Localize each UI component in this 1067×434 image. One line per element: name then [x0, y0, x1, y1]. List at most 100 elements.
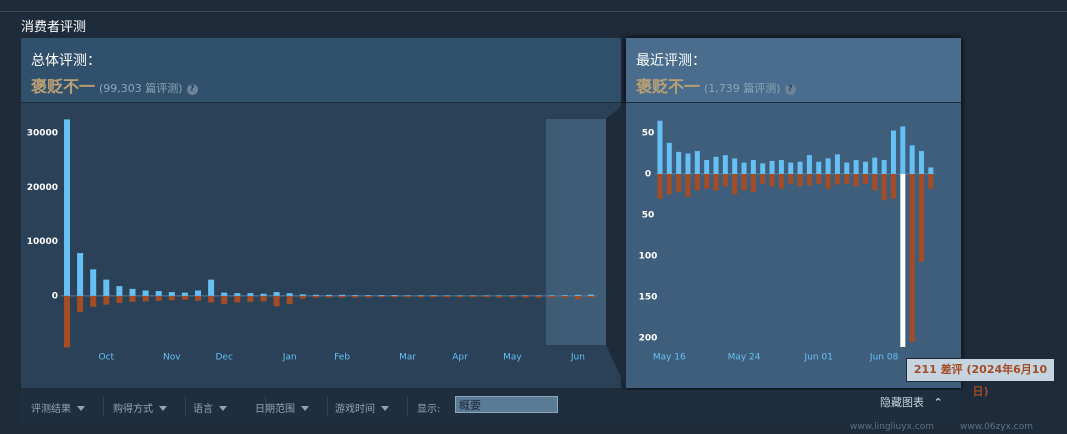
- bar: [234, 295, 241, 303]
- bar: [443, 295, 450, 298]
- bar: [588, 295, 594, 298]
- help-icon[interactable]: ?: [784, 84, 796, 95]
- bar: [522, 295, 529, 296]
- bar: [260, 295, 267, 302]
- bar: [470, 295, 477, 296]
- bar: [548, 295, 555, 298]
- bar: [181, 295, 188, 300]
- bar: [574, 295, 581, 300]
- bar: [741, 174, 747, 191]
- overall-rating: 褒贬不一: [31, 77, 96, 96]
- x-tick-label: May 16: [653, 353, 686, 363]
- filter-dropdown[interactable]: 购得方式: [113, 400, 167, 415]
- bar: [155, 291, 162, 296]
- bar: [806, 155, 812, 175]
- bar: [918, 151, 924, 175]
- filter-dropdown[interactable]: 游戏时间: [335, 400, 389, 415]
- bar: [457, 295, 463, 298]
- bar: [443, 295, 450, 296]
- x-tick-label: Apr: [452, 353, 468, 363]
- recent-rating: 褒贬不一: [636, 77, 701, 96]
- bar: [909, 174, 915, 343]
- bar: [496, 295, 503, 296]
- bar: [195, 295, 201, 301]
- bar: [853, 174, 859, 187]
- bar: [155, 295, 162, 301]
- bar: [430, 295, 437, 296]
- bar: [404, 295, 411, 296]
- bar: [574, 294, 581, 296]
- x-tick-label: Mar: [399, 353, 416, 363]
- bar: [273, 295, 280, 307]
- bar: [676, 151, 682, 175]
- bar: [561, 295, 568, 298]
- separator: [327, 396, 328, 416]
- bar: [806, 174, 812, 186]
- tooltip: 211 差评 (2024年6月10日): [906, 358, 1055, 398]
- bar: [103, 279, 110, 296]
- bar: [142, 295, 149, 302]
- bar: [788, 174, 794, 184]
- bar: [666, 142, 672, 175]
- overall-label: 总体评测：: [31, 53, 101, 69]
- filter-label: 评测结果: [31, 404, 71, 415]
- overall-header: 总体评测： 褒贬不一 (99,303 篇评测)?: [21, 38, 621, 103]
- bar: [676, 174, 682, 193]
- bar: [778, 160, 784, 175]
- bar: [825, 174, 831, 189]
- bar: [365, 295, 372, 296]
- x-tick-label: Oct: [99, 353, 115, 363]
- x-tick-label: Dec: [215, 353, 232, 363]
- bar: [657, 174, 663, 199]
- bar: [548, 295, 555, 296]
- charts: 0 10000 20000 30000 Oct Nov Dec Jan Feb Mar Apr May…: [26, 119, 936, 363]
- x-tick-label: Jun: [570, 353, 585, 363]
- bar: [509, 295, 516, 296]
- bar: [129, 288, 136, 296]
- bar: [234, 293, 241, 296]
- bar: [825, 158, 831, 175]
- bar: [378, 295, 385, 296]
- filter-label: 日期范围: [255, 404, 295, 415]
- overall-panel: 总体评测： 褒贬不一 (99,303 篇评测)?: [21, 38, 621, 388]
- separator: [103, 396, 104, 416]
- bar: [312, 294, 319, 296]
- bar: [326, 295, 332, 298]
- bar: [890, 174, 896, 199]
- overall-count: (99,303 篇评测): [99, 82, 183, 95]
- bar: [844, 174, 850, 184]
- x-tick-label: Jun 08: [869, 353, 899, 363]
- bar: [872, 174, 878, 191]
- bar: [535, 295, 542, 296]
- bar: [797, 161, 803, 175]
- bar: [685, 174, 691, 197]
- y-tick-label: 0: [645, 170, 651, 180]
- bar: [90, 295, 97, 307]
- bar: [704, 160, 710, 175]
- bar: [928, 167, 934, 175]
- bar: [788, 162, 794, 175]
- bar: [853, 160, 859, 175]
- bar: [339, 294, 346, 296]
- help-icon[interactable]: ?: [186, 84, 198, 95]
- bar: [247, 295, 254, 302]
- bar: [722, 174, 728, 187]
- filter-dropdown[interactable]: 评测结果: [31, 400, 85, 415]
- filter-dropdown[interactable]: 语言: [193, 400, 227, 415]
- bar: [657, 120, 663, 175]
- bar: [247, 293, 254, 296]
- bar: [299, 295, 306, 299]
- bar: [391, 295, 398, 298]
- bar: [299, 294, 306, 296]
- display-select[interactable]: 概要: [455, 396, 558, 413]
- bar: [168, 292, 175, 296]
- filter-dropdown[interactable]: 日期范围: [255, 400, 309, 415]
- bar: [928, 174, 934, 189]
- bar: [273, 292, 280, 296]
- bar: [694, 174, 700, 191]
- bar: [741, 162, 747, 175]
- hide-graph-toggle[interactable]: 隐藏图表 ⌃: [880, 396, 943, 409]
- bar: [750, 160, 756, 175]
- bar: [769, 160, 775, 175]
